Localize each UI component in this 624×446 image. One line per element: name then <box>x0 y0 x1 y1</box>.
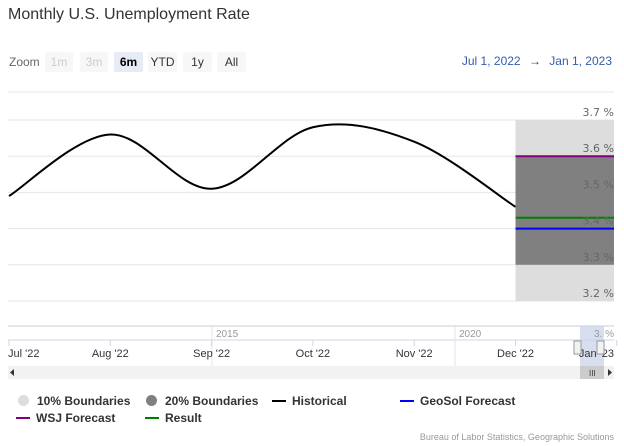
date-from-input[interactable]: Jul 1, 2022 <box>461 54 521 68</box>
date-range: Jul 1, 2022 → Jan 1, 2023 <box>462 54 612 68</box>
chart-title: Monthly U.S. Unemployment Rate <box>8 6 250 23</box>
y-tick-label: 3.6 % <box>583 142 614 155</box>
y-tick-label: 3.7 % <box>583 106 614 119</box>
legend-10-boundaries[interactable]: 10% Boundaries <box>18 394 130 408</box>
historical-line <box>8 123 517 208</box>
x-tick-label: Sep '22 <box>193 348 230 360</box>
zoom-label: Zoom <box>9 55 40 69</box>
legend-historical[interactable]: Historical <box>272 394 347 408</box>
legend-label: GeoSol Forecast <box>420 394 516 408</box>
zoom-1m-button[interactable]: 1m <box>45 52 73 72</box>
line-icon <box>145 417 159 419</box>
circle-icon <box>18 395 29 406</box>
x-tick-label: Aug '22 <box>92 348 129 360</box>
scrollbar-thumb[interactable] <box>580 366 604 379</box>
legend-label: WSJ Forecast <box>36 411 116 425</box>
y-tick-label: 3.2 % <box>583 287 614 300</box>
legend-geosol-forecast[interactable]: GeoSol Forecast <box>400 394 515 408</box>
x-tick-label: Jul '22 <box>8 348 39 360</box>
line-icon <box>16 417 30 419</box>
scroll-right-arrow-icon[interactable] <box>608 369 612 376</box>
line-icon <box>272 400 286 402</box>
x-tick-label: Jan '23 <box>579 348 614 360</box>
scroll-left-arrow-icon[interactable] <box>10 369 14 376</box>
zoom-all-button[interactable]: All <box>217 52 246 72</box>
legend-label: 20% Boundaries <box>165 394 259 408</box>
navigator-year-label: 2015 <box>216 329 239 340</box>
legend-label: Result <box>165 411 202 425</box>
navigator-partial-label: 3. % <box>594 329 614 340</box>
zoom-1y-button[interactable]: 1y <box>183 52 212 72</box>
credits[interactable]: Bureau of Labor Statistics, Geographic S… <box>419 432 614 442</box>
y-tick-label: 3.3 % <box>583 251 614 264</box>
legend-wsj-forecast[interactable]: WSJ Forecast <box>16 411 115 425</box>
x-tick-label: Dec '22 <box>497 348 534 360</box>
scrollbar-grip-icon: III <box>589 369 596 378</box>
legend-label: Historical <box>292 394 347 408</box>
navigator-year-label: 2020 <box>459 329 482 340</box>
navigator-handle-right[interactable] <box>596 340 605 355</box>
zoom-ytd-button[interactable]: YTD <box>148 52 177 72</box>
date-to-input[interactable]: Jan 1, 2023 <box>549 54 612 68</box>
band-20-boundaries <box>515 156 614 265</box>
x-tick-label: Oct '22 <box>296 348 331 360</box>
y-tick-label: 3.5 % <box>583 178 614 191</box>
circle-icon <box>146 395 157 406</box>
zoom-6m-button[interactable]: 6m <box>114 52 143 72</box>
y-tick-label: 3.4 % <box>583 215 614 228</box>
legend-label: 10% Boundaries <box>37 394 131 408</box>
legend-20-boundaries[interactable]: 20% Boundaries <box>146 394 258 408</box>
x-tick-label: Nov '22 <box>396 348 433 360</box>
range-arrow: → <box>528 54 541 68</box>
zoom-3m-button[interactable]: 3m <box>80 52 108 72</box>
legend-result[interactable]: Result <box>145 411 202 425</box>
line-icon <box>400 400 414 402</box>
navigator-handle-left[interactable] <box>573 340 582 355</box>
scrollbar-track[interactable] <box>8 366 614 379</box>
